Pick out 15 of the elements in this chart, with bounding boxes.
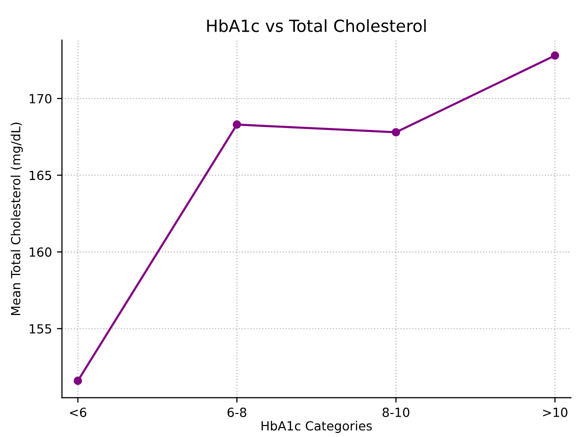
x-tick-label: 6-8 <box>228 408 246 418</box>
point <box>232 120 242 129</box>
x-axis-title: HbA1c Categories <box>262 420 372 433</box>
y-tick-label: 160 <box>30 247 52 257</box>
y-axis-title: Mean Total Cholesterol (mg/dL) <box>10 122 23 316</box>
y-tick-label: 155 <box>30 324 52 334</box>
x-tick-label: >10 <box>543 408 568 418</box>
point <box>550 51 560 60</box>
x-tick-label: <6 <box>70 408 86 418</box>
point <box>392 128 400 136</box>
y-tick-label: 165 <box>30 170 52 180</box>
point <box>74 376 82 385</box>
x-tick-label: 8-10 <box>382 408 410 418</box>
chart-title: HbA1c vs Total Cholesterol <box>207 19 426 32</box>
y-tick-label: 170 <box>30 94 52 104</box>
